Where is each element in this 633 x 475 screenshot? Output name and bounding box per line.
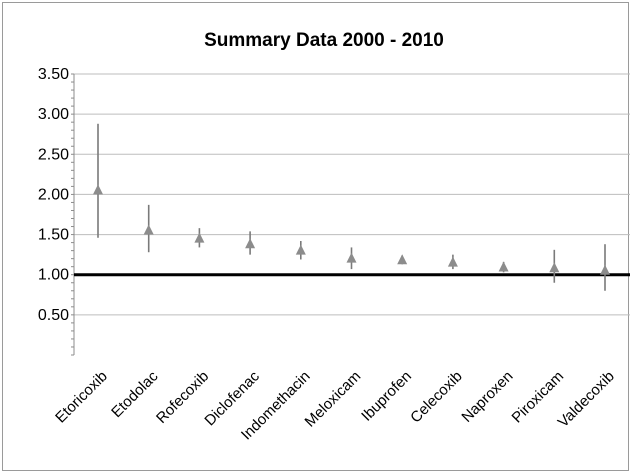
- chart-title: Summary Data 2000 - 2010: [204, 30, 444, 51]
- data-point: [295, 244, 306, 255]
- data-point: [93, 184, 103, 195]
- data-point: [600, 264, 610, 275]
- data-point: [397, 254, 408, 265]
- y-tick-label: 1.00: [38, 267, 69, 284]
- y-tick-label: 3.50: [38, 66, 69, 83]
- chart-frame: [2, 2, 629, 471]
- data-point: [245, 238, 256, 249]
- y-tick-label: 2.50: [38, 146, 69, 163]
- x-tick-label: Etoricoxib: [52, 368, 111, 427]
- y-tick-label: 0.50: [38, 307, 69, 324]
- x-tick-label: Naproxen: [458, 368, 516, 426]
- data-marks: [93, 123, 610, 291]
- y-tick-label: 1.50: [38, 227, 69, 244]
- x-tick-label: Ibuprofen: [358, 368, 415, 425]
- x-axis: EtoricoxibEtodolacRofecoxibDiclofenacInd…: [52, 367, 618, 443]
- data-point: [143, 224, 154, 235]
- y-tick-label: 3.00: [38, 106, 69, 123]
- y-tick-label: 2.00: [38, 186, 69, 203]
- data-point: [549, 262, 560, 273]
- data-point: [346, 252, 357, 263]
- gridlines: [74, 73, 630, 316]
- data-point: [194, 232, 205, 243]
- x-tick-label: Celecoxib: [407, 368, 466, 427]
- data-point: [447, 256, 458, 267]
- data-point: [498, 261, 509, 272]
- y-axis: 3.50 3.00 2.50 2.00 1.50 1.00 0.50: [38, 66, 75, 356]
